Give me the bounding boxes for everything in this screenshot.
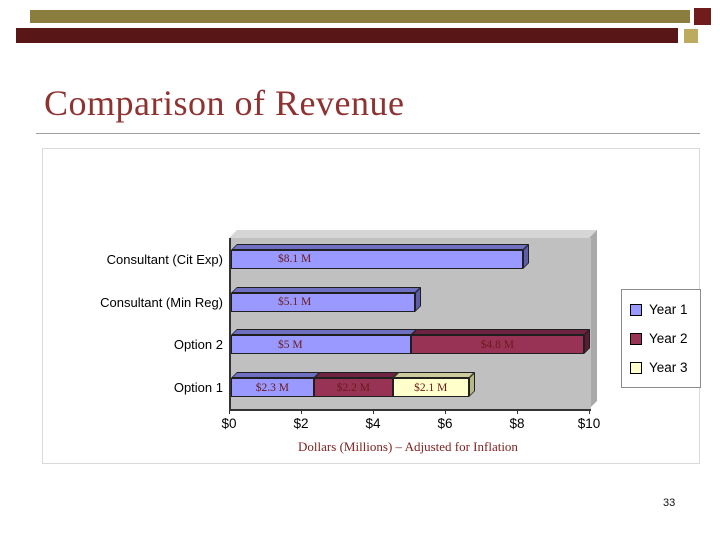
bar-segment-year-3: $2.1 M [392, 372, 475, 398]
category-label: Consultant (Min Reg) [100, 294, 223, 310]
bar-segment-end-face [583, 329, 590, 355]
bar-segment-year-2: $2.2 M [313, 372, 399, 398]
bar-row: $2.3 M $2.2 M $2.1 M [231, 366, 591, 409]
bar-segment-top-face [231, 372, 320, 379]
bar-segment-end-face [468, 372, 475, 398]
x-tick-label: $4 [365, 416, 381, 431]
bar-segment-top-face [231, 329, 417, 336]
x-tick-label: $2 [293, 416, 309, 431]
x-axis-tick-marks [229, 409, 591, 414]
plot-top-wall [229, 230, 597, 238]
bar-value-label: $8.1 M [278, 253, 312, 266]
x-tick-label: $10 [577, 416, 601, 431]
bar-segment-year-1: $5 M [231, 329, 417, 355]
decorative-gold-bar [30, 10, 690, 23]
x-tick-label: $6 [437, 416, 453, 431]
category-label: Option 1 [173, 380, 223, 396]
legend-swatch [630, 332, 642, 345]
bar-segment-top-face [231, 286, 421, 293]
bar-segment-end-face [522, 243, 529, 269]
bar-segment-year-1: $2.3 M [231, 372, 320, 398]
legend-label: Year 3 [649, 360, 688, 375]
x-axis-title: Dollars (Millions) – Adjusted for Inflat… [298, 439, 518, 454]
bar-stack: $8.1 M [231, 243, 591, 269]
x-tick-label: $0 [221, 416, 237, 431]
category-label: Option 2 [173, 337, 223, 353]
bar-row: $8.1 M [231, 238, 591, 281]
decorative-maroon-square [694, 8, 711, 25]
bar-segment-top-face [411, 329, 590, 336]
bar-value-label: $5.1 M [278, 296, 312, 309]
bar-row: $5.1 M [231, 281, 591, 324]
plot-area: $8.1 M $5.1 M $5 M $4.8 M $2.3 M $2.2 M $2.1 M [229, 238, 591, 411]
title-underline [36, 133, 700, 134]
bar-segment-top-face [392, 372, 475, 379]
decorative-tan-square [684, 29, 698, 43]
legend-label: Year 2 [649, 331, 688, 346]
bar-value-label: $2.2 M [336, 381, 370, 394]
bar-stack: $5 M $4.8 M [231, 329, 591, 355]
page-number: 33 [663, 497, 676, 509]
legend-entry-year-1: Year 1 [630, 302, 692, 317]
legend-swatch [630, 303, 642, 316]
bar-value-label: $2.1 M [414, 381, 448, 394]
category-axis: Consultant (Cit Exp) Consultant (Min Reg)… [49, 238, 223, 409]
legend-entry-year-3: Year 3 [630, 360, 692, 375]
x-tick-label: $8 [509, 416, 525, 431]
page-title: Comparison of Revenue [44, 83, 405, 123]
legend: Year 1 Year 2 Year 3 [621, 289, 701, 388]
bar-stack: $5.1 M [231, 286, 591, 312]
decorative-maroon-bar [16, 28, 678, 43]
bar-segment-top-face [231, 243, 529, 250]
bar-segment-year-2: $4.8 M [411, 329, 590, 355]
bar-value-label: $5 M [278, 338, 303, 351]
legend-entry-year-2: Year 2 [630, 331, 692, 346]
bar-stack: $2.3 M $2.2 M $2.1 M [231, 372, 591, 398]
bar-value-label: $4.8 M [480, 338, 515, 351]
bar-row: $5 M $4.8 M [231, 324, 591, 367]
bar-segment-year-1: $8.1 M [231, 243, 529, 269]
bar-segment-year-1: $5.1 M [231, 286, 421, 312]
legend-label: Year 1 [649, 302, 688, 317]
category-label: Consultant (Cit Exp) [106, 251, 223, 267]
legend-swatch [630, 361, 642, 374]
chart-container: Consultant (Cit Exp) Consultant (Min Reg)… [42, 148, 701, 464]
bar-value-label: $2.3 M [255, 381, 290, 394]
bar-segment-top-face [313, 372, 399, 379]
x-axis: $0 $2 $4 $6 $8 $10 [221, 416, 600, 432]
